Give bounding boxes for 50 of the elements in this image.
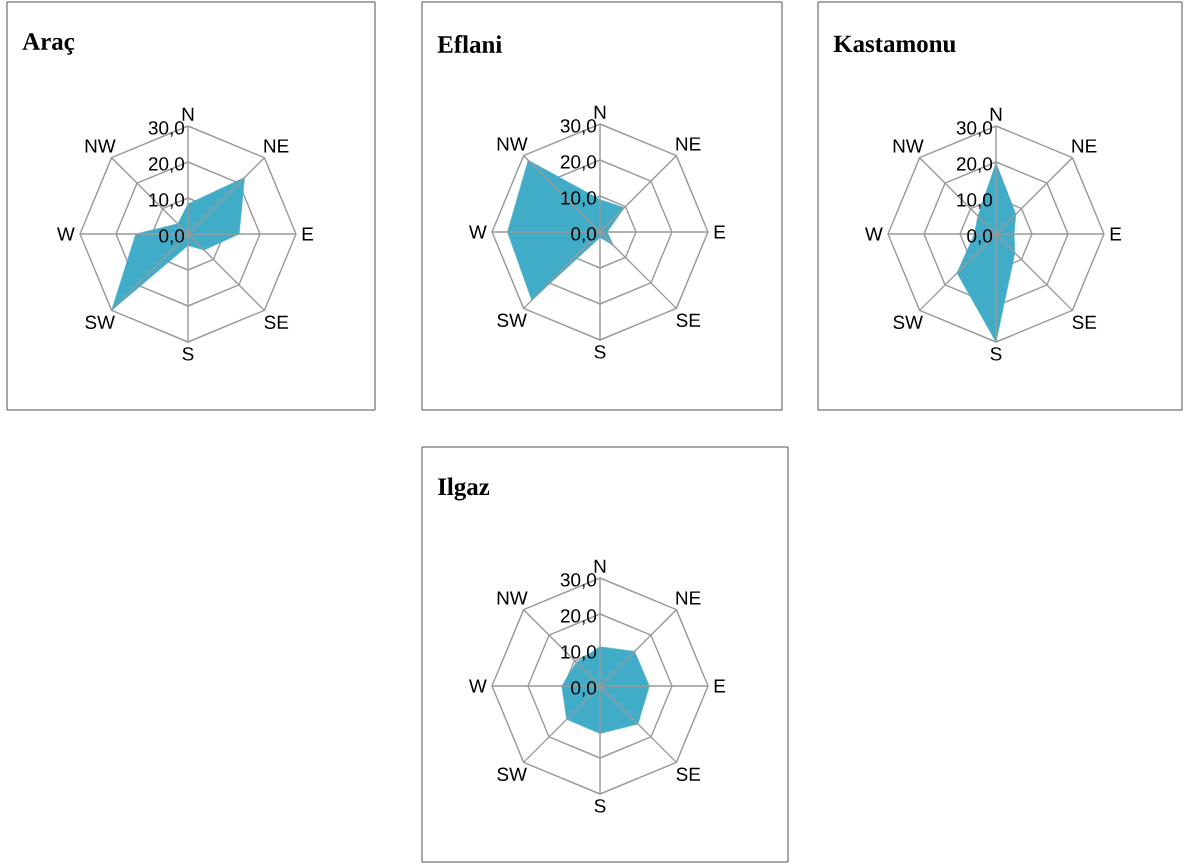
- y-tick-label: 30,0: [560, 573, 597, 589]
- spoke-label: NE: [676, 591, 701, 605]
- spoke-label: N: [594, 559, 606, 573]
- y-tick-label: 10,0: [561, 191, 597, 207]
- spoke-label: S: [594, 345, 606, 359]
- spoke-label: NW: [85, 139, 116, 153]
- spoke-label: N: [594, 105, 606, 119]
- spoke-label: SE: [676, 767, 701, 781]
- spoke-label: S: [594, 799, 606, 813]
- y-tick-label: 0,0: [571, 681, 597, 697]
- spoke-label: W: [57, 227, 75, 241]
- y-tick-label: 10,0: [149, 193, 185, 209]
- spoke-label: N: [182, 107, 194, 121]
- y-tick-label: 30,0: [560, 119, 597, 135]
- y-tick-label: 20,0: [560, 609, 597, 625]
- y-tick-label: 30,0: [148, 121, 185, 137]
- spoke-label: NE: [1072, 139, 1097, 153]
- spoke-label: S: [990, 347, 1002, 361]
- spoke-label: S: [182, 347, 194, 361]
- spoke-label: E: [302, 227, 314, 241]
- spoke-label: NW: [893, 139, 924, 153]
- spoke-label: E: [1110, 227, 1122, 241]
- chart-title: Eflani: [437, 35, 502, 53]
- y-tick-label: 30,0: [956, 121, 993, 137]
- y-tick-label: 10,0: [561, 645, 597, 661]
- spoke-label: NW: [497, 591, 528, 605]
- y-tick-label: 20,0: [956, 157, 993, 173]
- spoke-label: W: [469, 679, 487, 693]
- spoke-label: SE: [264, 315, 289, 329]
- spoke-label: W: [469, 225, 487, 239]
- spoke-label: SW: [497, 313, 527, 327]
- spoke-label: SW: [497, 767, 527, 781]
- y-tick-label: 0,0: [571, 227, 597, 243]
- spoke-label: SE: [1072, 315, 1097, 329]
- chart-title: Araç: [22, 33, 75, 55]
- spoke-label: E: [714, 225, 726, 239]
- y-tick-label: 0,0: [159, 229, 185, 245]
- y-tick-label: 20,0: [148, 157, 185, 173]
- spoke-label: NE: [264, 139, 289, 153]
- chart-title: Kastamonu: [833, 35, 956, 53]
- chart-title: Ilgaz: [438, 477, 490, 501]
- spoke-label: SW: [893, 315, 923, 329]
- spoke-label: NE: [676, 137, 701, 151]
- spoke-label: SW: [85, 315, 115, 329]
- spoke-label: E: [714, 679, 726, 693]
- spoke-label: N: [990, 107, 1002, 121]
- spoke-label: SE: [676, 313, 701, 327]
- spoke-label: W: [865, 227, 883, 241]
- spoke-label: NW: [497, 137, 528, 151]
- y-tick-label: 20,0: [560, 155, 597, 171]
